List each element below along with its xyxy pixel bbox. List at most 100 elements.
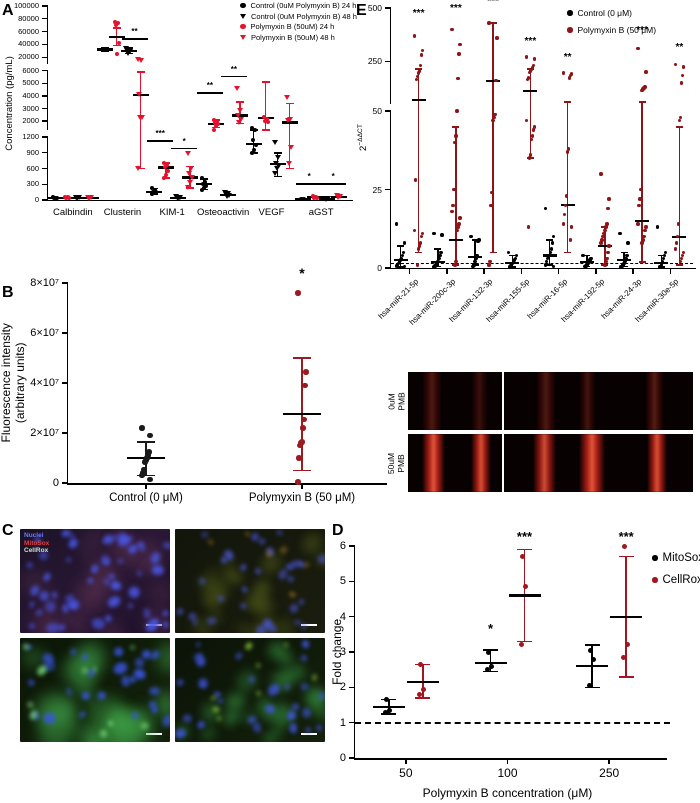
cell-blob [105, 593, 123, 610]
data-point [618, 231, 622, 236]
cell-blob [315, 724, 324, 733]
data-point [418, 661, 424, 667]
cell-blob [65, 558, 71, 563]
legend-label: CellRox [662, 574, 700, 586]
data-point [138, 57, 144, 63]
panel-b-label: B [2, 284, 14, 301]
data-point [524, 55, 529, 59]
error-bar-cap [199, 178, 208, 180]
data-point [166, 168, 171, 173]
data-point [644, 70, 648, 74]
y-tick-label: 1200 [22, 132, 39, 141]
data-point [302, 382, 308, 389]
data-point [249, 126, 254, 131]
data-point [402, 241, 407, 245]
data-point [401, 265, 406, 270]
y-axis-title: Fluorescence intensity (arbitrary units) [0, 283, 27, 483]
data-point [583, 264, 587, 269]
data-point [387, 707, 393, 713]
mean-line [372, 705, 405, 708]
x-tick [446, 269, 448, 274]
stain-legend: Nuclei MitoSox CellRox [24, 532, 49, 555]
cell-blob [241, 586, 249, 594]
data-point [581, 253, 585, 258]
cell-blob [254, 600, 276, 618]
y-tick-label: 80000 [18, 13, 39, 23]
error-bar [455, 126, 457, 265]
cell-blob [301, 639, 310, 649]
cell-blob [92, 666, 98, 673]
error-bar-cap [508, 265, 516, 268]
data-point [150, 186, 155, 191]
error-bar-cap [675, 264, 683, 266]
data-point [400, 253, 405, 258]
significance-label: * [182, 136, 186, 146]
x-category-label: Control (0 μM) [109, 492, 183, 504]
data-point [469, 234, 473, 239]
data-point [495, 36, 499, 40]
data-point [297, 442, 303, 449]
error-bar-cap [583, 254, 591, 257]
error-bar-cap [273, 175, 282, 178]
data-point [419, 234, 424, 239]
y-axis-title: Fold change [330, 546, 346, 758]
data-point [415, 74, 420, 79]
data-point [485, 667, 490, 673]
significance-bar [196, 92, 223, 94]
error-bar-cap [638, 101, 646, 103]
data-point [261, 115, 266, 120]
panel-a-chart: 0 300 600 900 1200 2000 3000 4000 5000 6000 20000 4… [0, 0, 358, 236]
data-point [414, 77, 419, 82]
data-point [415, 263, 420, 267]
cell-blob [161, 541, 170, 551]
data-point [561, 71, 566, 75]
cell-blob [38, 590, 50, 602]
error-bar [678, 126, 681, 265]
data-point [641, 238, 645, 242]
data-point [490, 190, 494, 195]
error-bar-cap [517, 640, 532, 643]
y-axis-title: 2−ΔΔCT [355, 8, 371, 268]
data-point [213, 123, 218, 128]
y-tick-label: 100000 [13, 0, 39, 10]
data-point [164, 172, 169, 177]
panel-e-chart: 0 25 50 250 500 hsa-miR-21-5p hsa-miR-200c-3p h… [355, 0, 700, 348]
y-tick-label: 5000 [22, 78, 39, 88]
legend-label: Polymyxin B (50uM) 24 h [250, 22, 335, 31]
data-point [420, 231, 425, 236]
data-point [642, 234, 646, 239]
data-point [63, 195, 68, 200]
y-tick-label: 0 [52, 477, 59, 489]
data-point [262, 118, 267, 123]
data-point [272, 139, 278, 145]
y-tick [62, 482, 68, 484]
y-tick [42, 107, 48, 110]
data-point [136, 92, 142, 97]
error-bar-cap [618, 555, 634, 558]
significance-label: * [487, 620, 494, 636]
data-point [383, 709, 389, 715]
data-point [506, 250, 511, 255]
x-category-label: hsa-miR-192-5p [559, 277, 607, 324]
data-point [150, 192, 155, 197]
data-point [115, 21, 120, 26]
mean-line [486, 79, 501, 82]
data-point [456, 225, 460, 229]
data-point [224, 194, 231, 200]
data-point [412, 34, 417, 38]
x-tick [557, 269, 560, 274]
error-bar-cap [285, 167, 294, 170]
data-point [249, 150, 254, 155]
x-category-label: Osteoactivin [197, 207, 250, 218]
x-tick [632, 269, 634, 274]
data-point [125, 50, 131, 56]
y-tick-label: 250 [367, 56, 382, 67]
x-tick [506, 759, 509, 764]
significance-label: ** [675, 42, 684, 54]
x-category-label: 100 [497, 766, 518, 780]
data-point [455, 228, 459, 233]
cell-blob [300, 683, 308, 691]
error-bar-cap [584, 644, 600, 646]
data-point [432, 231, 436, 236]
